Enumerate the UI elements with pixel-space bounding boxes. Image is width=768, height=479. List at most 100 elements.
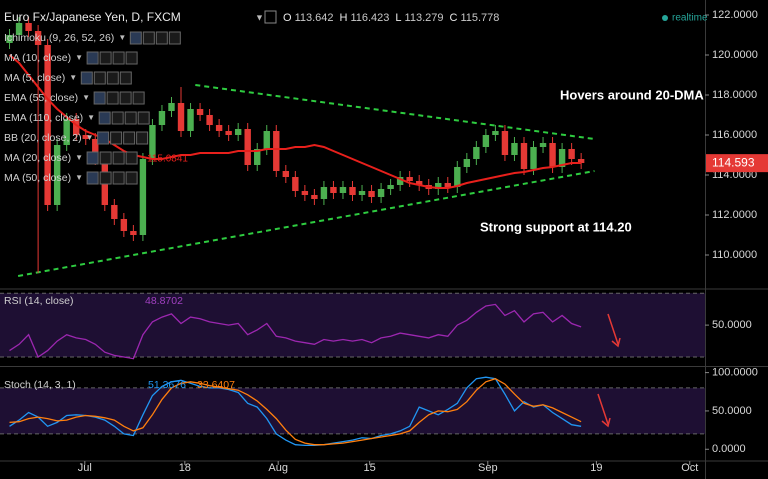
arrow <box>597 393 611 428</box>
indicator-caret: ▼ <box>118 33 126 42</box>
ohlc-values: O 113.642 H 116.423 L 113.279 C 115.778 <box>283 12 499 24</box>
candle-body <box>330 187 337 193</box>
indicator-icon[interactable] <box>119 91 132 105</box>
candle-body <box>254 149 261 165</box>
y-tick-label: 110.0000 <box>712 249 757 261</box>
y-tick-label: 116.0000 <box>712 129 757 141</box>
candle-body <box>82 135 89 139</box>
labels: Euro Fx/Japanese Yen, D, FXCM ▼ O 113.642… <box>4 9 768 474</box>
indicator-icon[interactable] <box>129 31 142 45</box>
candle-body <box>53 145 61 205</box>
candle-body <box>473 147 480 159</box>
indicator-label: MA (10, close) <box>4 52 71 64</box>
candle-body <box>492 131 499 135</box>
candle-body <box>187 109 194 131</box>
x-tick-label: 15 <box>364 462 376 474</box>
indicator-icon[interactable] <box>137 111 150 125</box>
indicator-label: Ichimoku (9, 26, 52, 26) <box>4 32 114 44</box>
candle-body <box>320 187 328 199</box>
ohlc-letter: C <box>450 12 458 24</box>
title-caret[interactable]: ▼ <box>255 12 264 22</box>
indicator-icon[interactable] <box>93 91 106 105</box>
trendline <box>17 170 595 277</box>
indicator-caret: ▼ <box>75 173 83 182</box>
indicator-icon[interactable] <box>124 111 137 125</box>
indicator-icon[interactable] <box>111 111 124 125</box>
candle-body <box>206 115 213 125</box>
candle-body <box>120 219 128 231</box>
indicator-icon[interactable] <box>99 171 112 185</box>
annotation: Hovers around 20-DMA <box>560 87 704 102</box>
rsi-title: RSI (14, close) <box>4 295 73 307</box>
status: realtime <box>672 13 708 24</box>
candle-body <box>539 143 547 147</box>
candle-body <box>482 135 490 147</box>
candle-body <box>196 109 204 115</box>
candle-body <box>501 131 509 155</box>
indicator-icon[interactable] <box>106 71 119 85</box>
candle-body <box>511 143 518 155</box>
indicator-icon[interactable] <box>110 131 123 145</box>
ohlc-number: 116.423 <box>350 12 389 24</box>
band-fill <box>0 293 705 358</box>
candle-body <box>349 187 356 195</box>
candle-body <box>435 183 442 189</box>
indicator-label: MA (20, close) <box>4 152 71 164</box>
y-tick-label: 100.0000 <box>712 367 758 379</box>
indicator-icon[interactable] <box>86 51 99 65</box>
indicator-icon[interactable] <box>112 151 125 165</box>
indicator-icon[interactable] <box>123 131 136 145</box>
indicator-icon[interactable] <box>112 171 125 185</box>
candle-body <box>568 149 575 159</box>
indicator-icon[interactable] <box>155 31 168 45</box>
indicator-icon[interactable] <box>125 51 138 65</box>
ohlc-letter: O <box>283 12 292 24</box>
indicator-icon[interactable] <box>106 91 119 105</box>
indicator-icon[interactable] <box>125 171 138 185</box>
indicator-icon[interactable] <box>80 71 93 85</box>
candle-body <box>263 131 270 149</box>
indicator-icon[interactable] <box>98 111 111 125</box>
candle-body <box>63 119 70 145</box>
indicator-icon[interactable] <box>125 151 138 165</box>
x-tick-label: 18 <box>179 462 191 474</box>
candle-body <box>73 119 80 135</box>
candle-body <box>406 177 413 181</box>
candle-body <box>558 149 566 167</box>
y-tick-label: 0.0000 <box>712 443 746 455</box>
candle-body <box>463 159 471 167</box>
indicator-icon[interactable] <box>86 171 99 185</box>
indicator-icon[interactable] <box>97 131 110 145</box>
rsi-value: 48.8702 <box>145 295 183 307</box>
indicator-icon[interactable] <box>168 31 181 45</box>
indicator-label: BB (20, close, 2) <box>4 132 82 144</box>
indicator-icon[interactable] <box>86 151 99 165</box>
symbol-title[interactable]: Euro Fx/Japanese Yen, D, FXCM <box>4 10 181 24</box>
candle-body <box>282 171 290 177</box>
series-line <box>9 377 582 446</box>
indicator-icon[interactable] <box>99 151 112 165</box>
indicator-icon[interactable] <box>112 51 125 65</box>
stoch-title: Stoch (14, 3, 1) <box>4 379 76 391</box>
candle-body <box>396 177 404 185</box>
indicator-label: EMA (55, close) <box>4 92 78 104</box>
candle-body <box>311 195 318 199</box>
candle-body <box>454 167 461 187</box>
indicator-caret: ▼ <box>86 133 94 142</box>
indicator-label: MA (5, close) <box>4 72 65 84</box>
indicator-icon[interactable] <box>93 71 106 85</box>
indicator-icon[interactable] <box>132 91 145 105</box>
indicator-icon[interactable] <box>119 71 132 85</box>
y-tick-label: 50.0000 <box>712 319 752 331</box>
indicator-icon[interactable] <box>99 51 112 65</box>
y-tick-label: 112.0000 <box>712 209 757 221</box>
settings-icon[interactable] <box>264 10 277 24</box>
trendline <box>195 84 595 140</box>
indicator-caret: ▼ <box>87 113 95 122</box>
indicator-icon[interactable] <box>136 131 149 145</box>
stoch-d-value: 33.6407 <box>197 379 235 391</box>
y-tick-label: 118.0000 <box>712 89 757 101</box>
ohlc-number: 113.279 <box>405 12 444 24</box>
indicator-icon[interactable] <box>142 31 155 45</box>
candle-body <box>339 187 347 193</box>
